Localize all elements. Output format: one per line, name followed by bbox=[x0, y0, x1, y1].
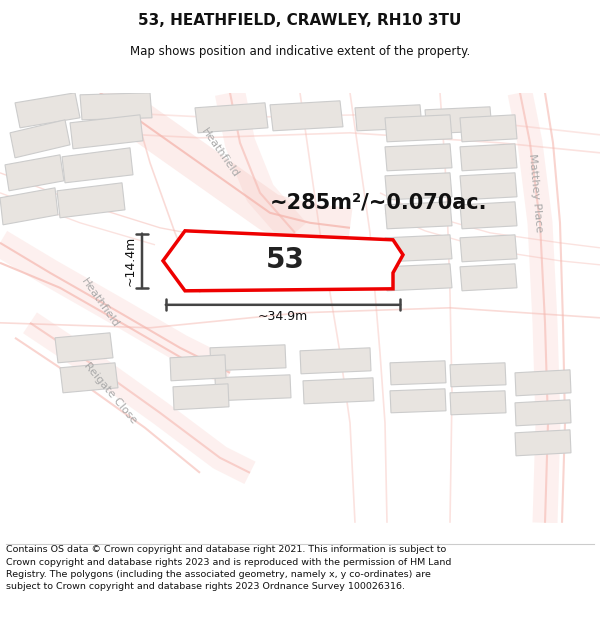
Text: Heathfield: Heathfield bbox=[79, 276, 121, 329]
Polygon shape bbox=[10, 120, 70, 158]
Text: ~34.9m: ~34.9m bbox=[258, 310, 308, 322]
Polygon shape bbox=[385, 115, 452, 142]
Polygon shape bbox=[5, 155, 64, 191]
Polygon shape bbox=[515, 400, 571, 426]
Polygon shape bbox=[385, 264, 452, 291]
Text: ~285m²/~0.070ac.: ~285m²/~0.070ac. bbox=[270, 192, 487, 213]
Polygon shape bbox=[390, 361, 446, 385]
Polygon shape bbox=[60, 362, 118, 392]
Polygon shape bbox=[390, 389, 446, 412]
Text: 53, HEATHFIELD, CRAWLEY, RH10 3TU: 53, HEATHFIELD, CRAWLEY, RH10 3TU bbox=[139, 13, 461, 28]
Polygon shape bbox=[300, 348, 371, 374]
Polygon shape bbox=[303, 378, 374, 404]
Polygon shape bbox=[460, 264, 517, 291]
Polygon shape bbox=[270, 101, 343, 131]
Polygon shape bbox=[385, 235, 452, 262]
Polygon shape bbox=[57, 182, 125, 218]
Polygon shape bbox=[385, 144, 452, 171]
Text: Heathfield: Heathfield bbox=[199, 126, 241, 179]
Text: ~14.4m: ~14.4m bbox=[124, 236, 137, 286]
Text: Reigate Close: Reigate Close bbox=[82, 361, 139, 425]
Polygon shape bbox=[55, 332, 113, 362]
Polygon shape bbox=[15, 92, 80, 128]
Polygon shape bbox=[170, 355, 226, 381]
Polygon shape bbox=[385, 202, 452, 229]
Polygon shape bbox=[70, 115, 143, 149]
Polygon shape bbox=[425, 107, 492, 134]
Polygon shape bbox=[515, 370, 571, 396]
Polygon shape bbox=[80, 92, 152, 120]
Polygon shape bbox=[385, 173, 452, 200]
Text: 53: 53 bbox=[266, 246, 304, 274]
Polygon shape bbox=[450, 391, 506, 415]
Polygon shape bbox=[210, 345, 286, 371]
Polygon shape bbox=[62, 148, 133, 182]
Polygon shape bbox=[460, 173, 517, 200]
Text: Matthey Place: Matthey Place bbox=[527, 153, 544, 232]
Polygon shape bbox=[460, 235, 517, 262]
Polygon shape bbox=[0, 188, 58, 225]
Polygon shape bbox=[215, 375, 291, 401]
Polygon shape bbox=[355, 105, 422, 131]
Polygon shape bbox=[163, 231, 403, 291]
Polygon shape bbox=[460, 144, 517, 171]
Polygon shape bbox=[460, 115, 517, 142]
Polygon shape bbox=[515, 430, 571, 456]
Text: Contains OS data © Crown copyright and database right 2021. This information is : Contains OS data © Crown copyright and d… bbox=[6, 546, 451, 591]
Polygon shape bbox=[195, 102, 268, 132]
Polygon shape bbox=[460, 202, 517, 229]
Text: Map shows position and indicative extent of the property.: Map shows position and indicative extent… bbox=[130, 44, 470, 58]
Polygon shape bbox=[173, 384, 229, 410]
Polygon shape bbox=[450, 362, 506, 387]
